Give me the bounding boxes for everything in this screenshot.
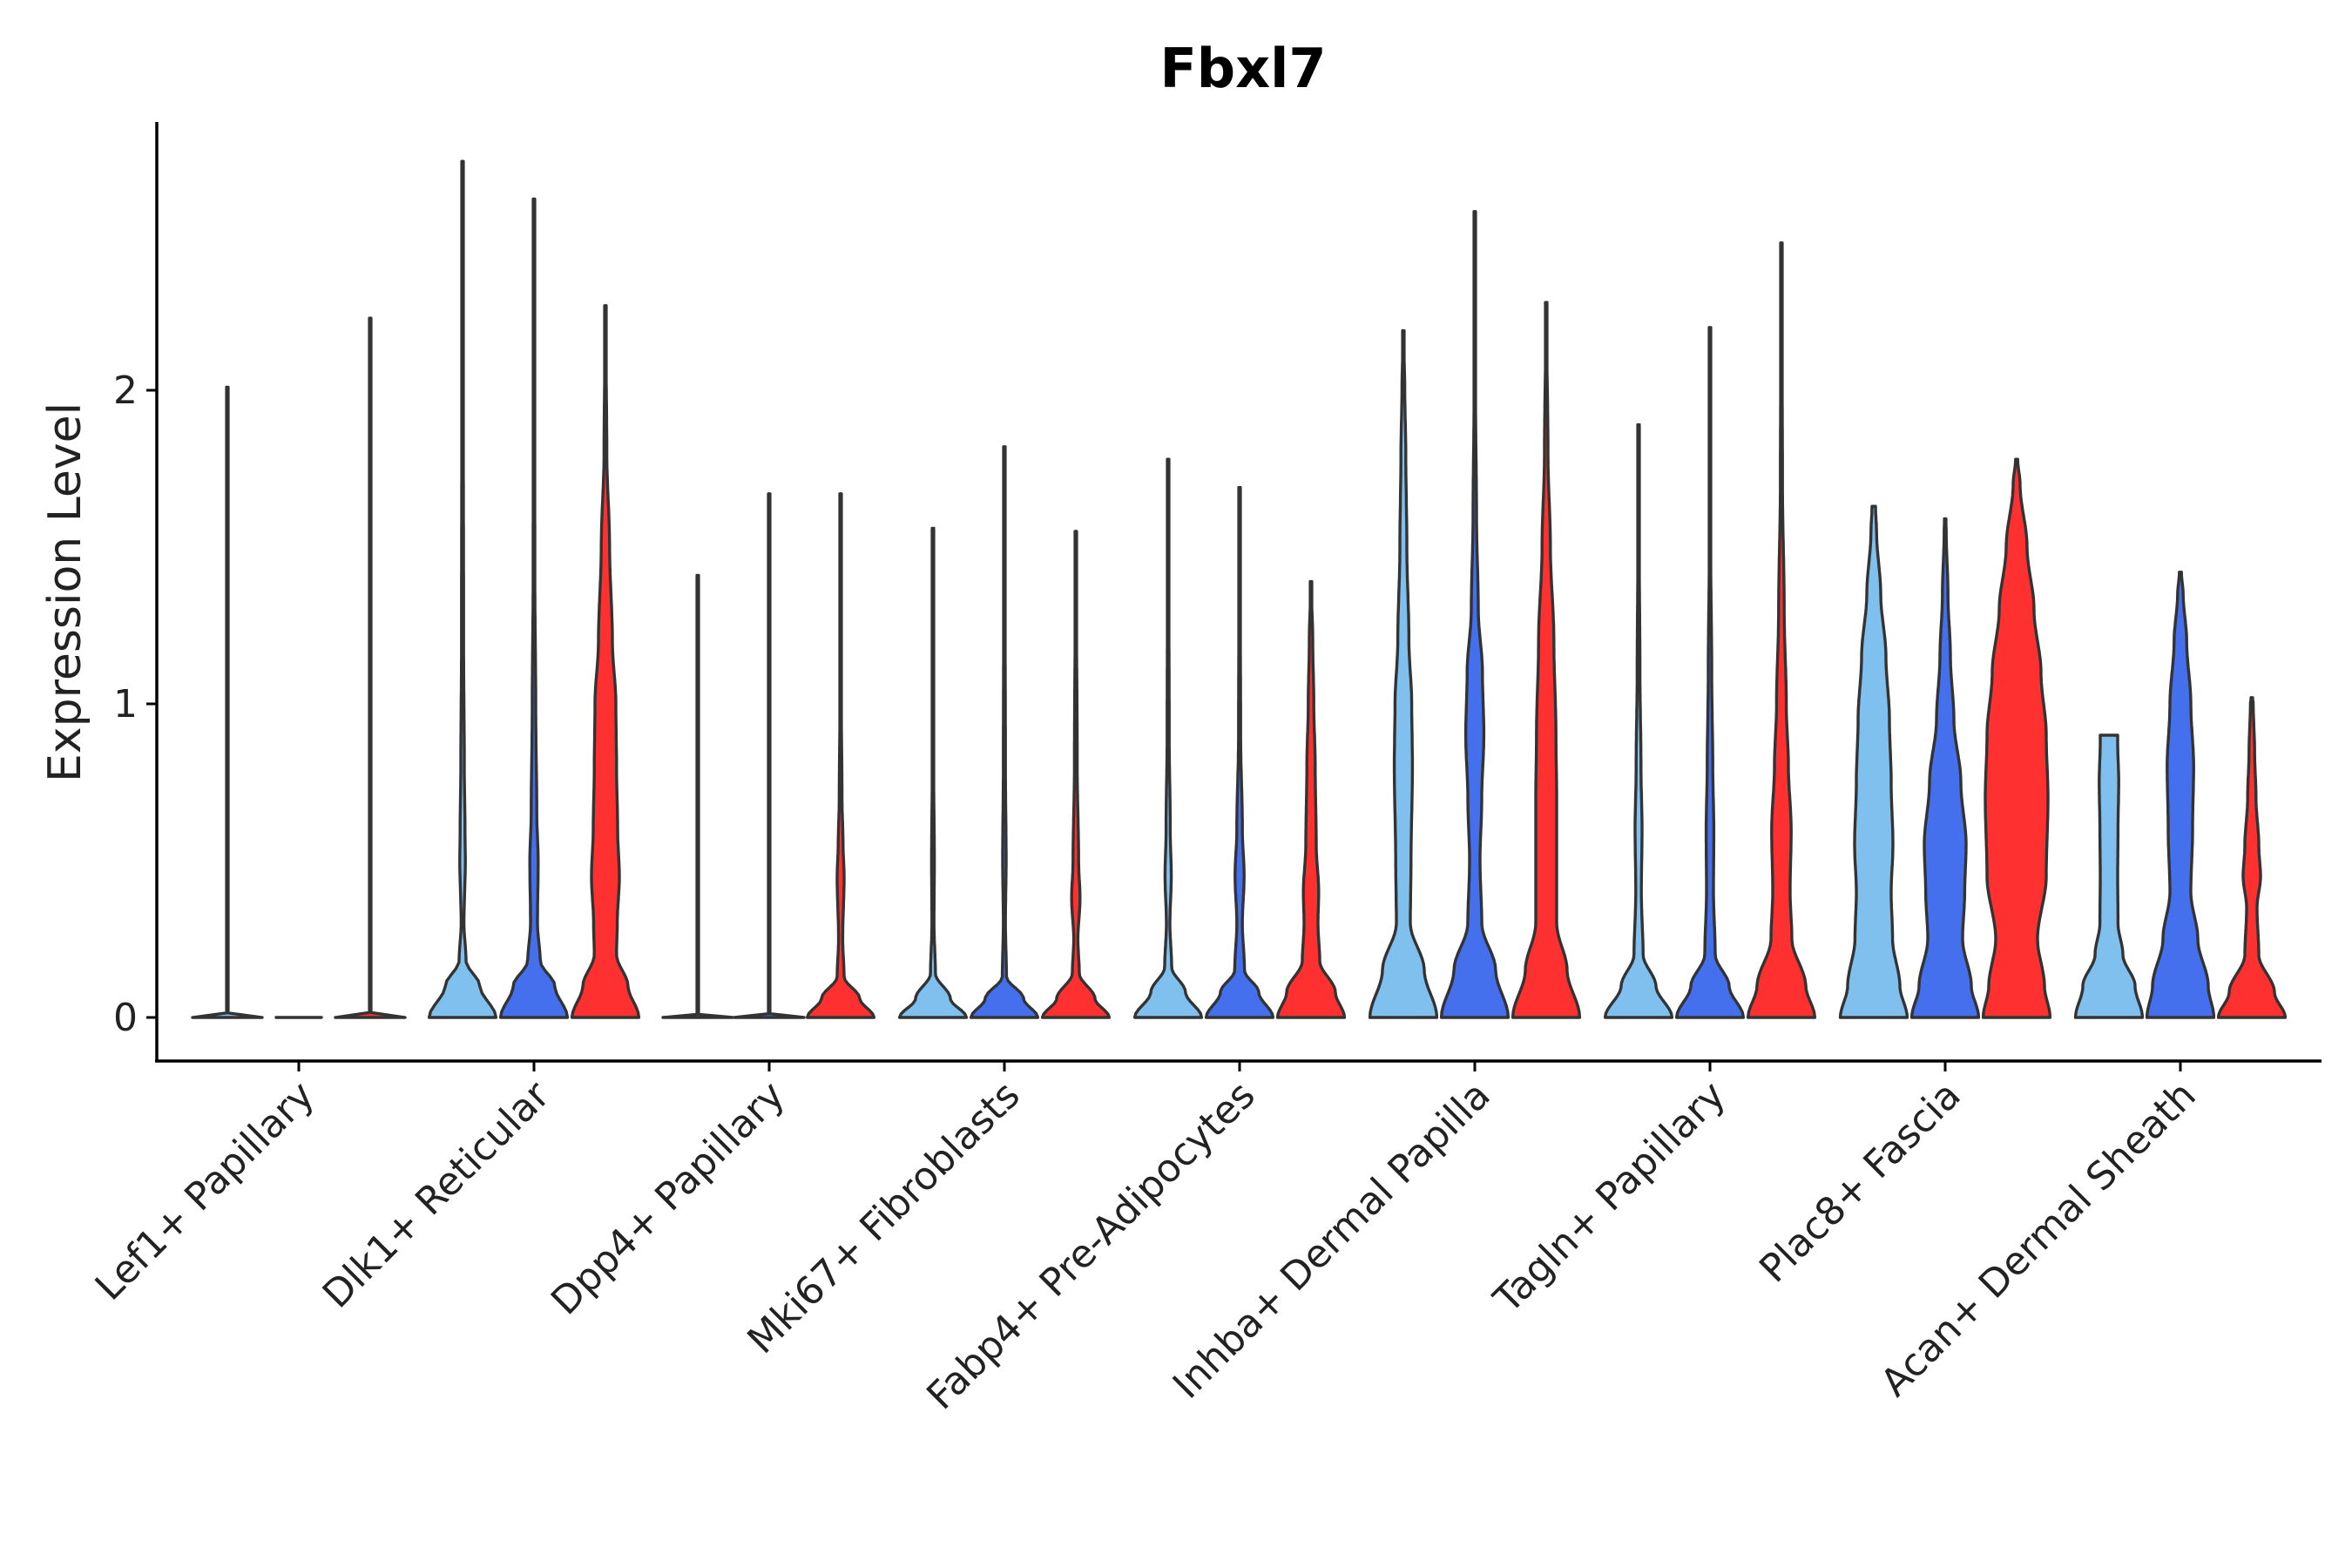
violin-group-3	[1981, 457, 2052, 1019]
violin-group-3	[1511, 301, 1582, 1019]
violin-group-2	[1909, 517, 1981, 1019]
violin-group-1	[1132, 457, 1204, 1019]
violin-layer	[191, 159, 2288, 1019]
x-tick-label: Tagln+ Papillary	[1485, 1073, 1734, 1322]
x-tick-label: Dlk1+ Reticular	[314, 1072, 559, 1317]
violin-group-1	[1603, 422, 1674, 1019]
violin-group-1	[661, 573, 734, 1019]
y-axis-ticks: 0 1 2	[113, 368, 157, 1040]
violin-group-3	[2216, 696, 2288, 1019]
violin-group-3	[805, 492, 876, 1019]
violin-group-1	[897, 526, 969, 1019]
y-tick-label: 2	[113, 368, 138, 413]
violin-group-3	[1275, 579, 1347, 1019]
x-tick-label: Plac8+ Fascia	[1751, 1073, 1970, 1292]
violin-group-2	[1674, 326, 1746, 1019]
violin-group-1	[2073, 733, 2145, 1019]
violin-group-2	[733, 492, 806, 1019]
violin-group-1	[1838, 504, 1909, 1019]
x-tick-label: Lef1+ Papillary	[87, 1073, 323, 1309]
violin-group-2	[1439, 210, 1511, 1019]
violin-group-3	[1746, 241, 1817, 1019]
violin-group-3	[570, 304, 641, 1019]
violin-group-2	[498, 197, 570, 1019]
x-tick-label: Dpp4+ Papillary	[543, 1073, 794, 1324]
violin-group-2	[1204, 485, 1275, 1019]
violin-group-3	[334, 316, 407, 1019]
violin-group-2	[969, 445, 1040, 1019]
violin-group-2	[2145, 571, 2216, 1019]
violin-group-1	[427, 159, 498, 1019]
violin-group-3	[1040, 530, 1112, 1019]
violin-group-1	[191, 385, 264, 1019]
chart-title: Fbxl7	[1159, 37, 1326, 100]
y-tick-label: 0	[113, 996, 138, 1040]
y-axis-label: Expression Level	[39, 402, 91, 782]
violin-group-1	[1368, 328, 1439, 1019]
y-tick-label: 1	[113, 682, 138, 727]
